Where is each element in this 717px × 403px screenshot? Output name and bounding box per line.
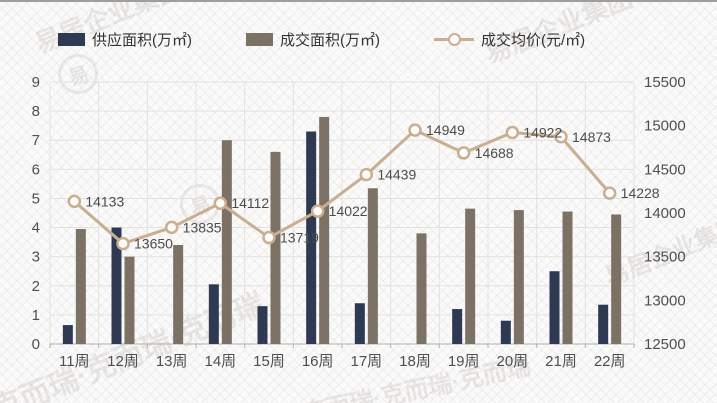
legend-item-average-price[interactable]: 成交均价(元/㎡)	[434, 29, 585, 50]
price-marker	[456, 146, 471, 160]
transaction-bar	[611, 214, 622, 344]
price-data-label: 14228	[621, 185, 660, 201]
price-marker	[602, 186, 617, 200]
supply-bar	[111, 227, 122, 344]
price-data-label: 13650	[134, 236, 173, 252]
transaction-bar	[270, 151, 281, 344]
x-axis-label: 19周	[448, 353, 480, 370]
price-marker	[262, 230, 276, 245]
legend-item-transaction-area[interactable]: 成交面积(万㎡)	[246, 29, 380, 50]
left-axis-tick-label: 8	[32, 103, 40, 120]
price-data-label: 14112	[231, 195, 269, 211]
price-line-swatch-icon	[434, 33, 474, 46]
right-axis-tick-label: 14500	[644, 161, 686, 178]
price-marker	[116, 236, 130, 251]
price-data-label: 14022	[329, 203, 368, 219]
legend-item-supply-area[interactable]: 供应面积(万㎡)	[58, 29, 192, 50]
price-data-label: 13835	[183, 219, 222, 235]
x-axis-label: 21周	[545, 353, 577, 370]
supply-bar	[257, 306, 268, 344]
x-axis-label: 13周	[156, 353, 188, 370]
right-axis-tick-label: 12500	[644, 336, 686, 353]
left-axis-tick-label: 5	[32, 190, 40, 207]
price-data-label: 14873	[572, 129, 611, 145]
right-axis-tick-label: 14000	[644, 205, 686, 222]
right-axis-tick-label: 13000	[644, 292, 686, 309]
left-axis-tick-label: 3	[32, 249, 40, 266]
price-line	[72, 128, 612, 246]
price-marker	[310, 204, 325, 218]
x-axis-label: 16周	[302, 353, 334, 370]
transaction-bar	[173, 245, 184, 344]
right-axis-tick-label: 13500	[644, 249, 686, 266]
left-axis-tick-label: 7	[32, 132, 40, 149]
supply-bar	[549, 271, 560, 344]
right-axis-tick-label: 15500	[644, 74, 686, 91]
transaction-bar	[465, 208, 476, 344]
left-axis-tick-label: 1	[32, 307, 40, 324]
price-data-label: 14439	[377, 167, 416, 183]
supply-bar	[208, 284, 219, 344]
legend-label-transaction: 成交面积(万㎡)	[280, 32, 380, 49]
legend-label-supply: 供应面积(万㎡)	[92, 32, 192, 49]
x-axis-label: 11周	[59, 353, 90, 370]
price-marker	[213, 196, 228, 210]
price-data-label: 14949	[426, 122, 465, 138]
price-data-label: 13719	[280, 230, 319, 246]
x-axis-label: 14周	[204, 353, 236, 370]
transaction-bar	[124, 256, 135, 344]
left-axis-tick-label: 4	[32, 220, 40, 237]
transaction-bar	[562, 211, 573, 344]
x-axis-label: 18周	[399, 353, 431, 370]
price-marker	[164, 220, 179, 235]
transaction-bar	[416, 233, 427, 344]
supply-bar	[500, 320, 511, 344]
transaction-bar	[221, 140, 232, 344]
supply-bar-swatch-icon	[58, 33, 85, 46]
price-marker	[359, 167, 374, 182]
transaction-bar-swatch-icon	[246, 33, 273, 46]
x-axis-label: 20周	[496, 353, 528, 370]
price-marker	[67, 194, 82, 209]
transaction-bar	[513, 210, 524, 344]
right-axis-tick-label: 15000	[644, 118, 686, 135]
x-axis-label: 17周	[350, 353, 382, 370]
price-marker	[408, 123, 422, 137]
supply-bar	[354, 303, 365, 344]
chart-legend: 供应面积(万㎡) 成交面积(万㎡) 成交均价(元/㎡)	[58, 29, 585, 50]
left-axis-tick-label: 9	[32, 74, 40, 91]
price-data-label: 14133	[85, 193, 124, 209]
supply-bar	[598, 304, 609, 344]
price-marker	[554, 130, 568, 144]
left-axis-tick-label: 2	[32, 278, 40, 295]
x-axis-label: 15周	[253, 353, 285, 370]
supply-bar	[452, 309, 463, 344]
supply-bar	[306, 131, 317, 344]
legend-label-price: 成交均价(元/㎡)	[481, 32, 586, 49]
left-axis-tick-label: 6	[32, 161, 40, 178]
x-axis-label: 22周	[594, 353, 626, 370]
transaction-bar	[367, 188, 378, 344]
price-marker	[505, 125, 520, 140]
transaction-bar	[319, 116, 330, 344]
transaction-bar	[75, 229, 86, 344]
price-data-label: 14688	[475, 145, 514, 161]
price-data-label: 14922	[523, 124, 562, 140]
left-axis-tick-label: 0	[32, 336, 40, 353]
x-axis-label: 12周	[107, 353, 139, 370]
supply-bar	[62, 325, 73, 344]
